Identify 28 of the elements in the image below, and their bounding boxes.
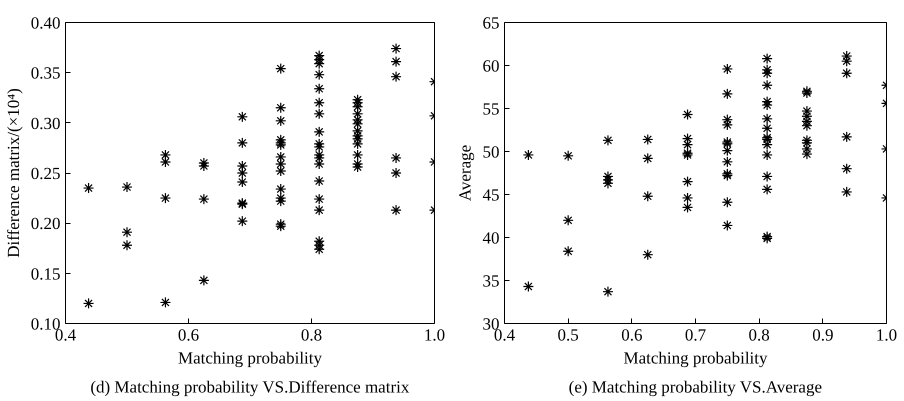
x-tick-label: 0.8 <box>748 326 770 344</box>
x-tick-label: 1.0 <box>424 326 446 344</box>
y-tick-label: 0.35 <box>30 64 60 83</box>
x-tick-label: 0.5 <box>558 326 579 344</box>
y-tick-label: 60 <box>482 56 500 76</box>
y-tick-label: 0.25 <box>30 164 60 183</box>
x-tick-label: 1.0 <box>876 326 898 344</box>
y-tick-label: 45 <box>482 186 500 204</box>
y-tick-label: 0.40 <box>30 14 60 32</box>
y-axis-title: Average <box>456 144 474 202</box>
x-tick-label: 0.8 <box>300 326 322 344</box>
x-axis-title: Matching probability <box>178 348 322 368</box>
y-tick-label: 0.15 <box>30 264 60 284</box>
x-axis-title: Matching probability <box>624 348 768 368</box>
x-tick-label: 0.6 <box>621 326 642 344</box>
y-tick-label: 65 <box>482 14 500 32</box>
y-tick-label: 0.20 <box>30 214 60 234</box>
y-tick-label: 35 <box>482 272 500 290</box>
x-tick-label: 0.6 <box>178 326 200 344</box>
x-tick-label: 0.9 <box>812 326 834 344</box>
text: (e) Matching probability VS.Average <box>568 378 822 396</box>
y-tick-label: 50 <box>482 142 500 162</box>
y-tick-label: 40 <box>482 228 500 248</box>
x-tick-label: 0.7 <box>684 326 707 344</box>
text: (d) Matching probability VS.Difference matrix <box>90 378 410 396</box>
y-tick-label: 0.30 <box>30 114 60 133</box>
y-axis-title: Difference matrix/(×10⁴) <box>4 88 23 258</box>
y-tick-label: 55 <box>482 100 500 118</box>
